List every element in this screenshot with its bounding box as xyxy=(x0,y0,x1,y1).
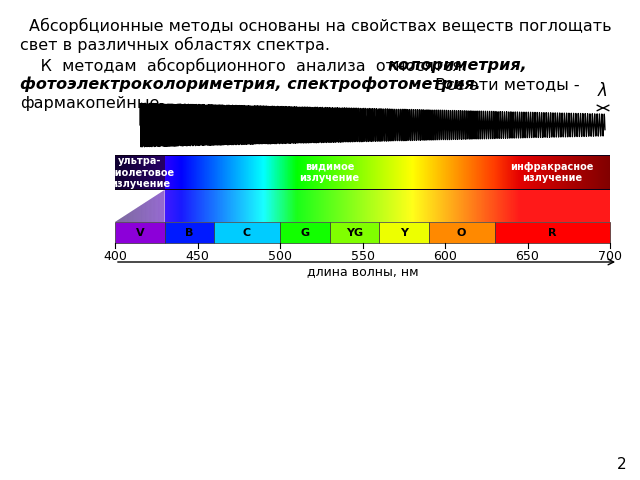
Text: Y: Y xyxy=(400,228,408,238)
Bar xyxy=(280,222,330,243)
Text: C: C xyxy=(243,228,251,238)
Text: свет в различных областях спектра.: свет в различных областях спектра. xyxy=(20,37,330,53)
Text: 400: 400 xyxy=(103,250,127,263)
Text: К  методам  абсорбционного  анализа  относятся:: К методам абсорбционного анализа относят… xyxy=(20,58,472,74)
Text: фармакопейные.: фармакопейные. xyxy=(20,96,164,111)
Text: V: V xyxy=(136,228,144,238)
Text: B: B xyxy=(185,228,193,238)
Text: 650: 650 xyxy=(516,250,540,263)
Text: O: O xyxy=(457,228,466,238)
Text: 550: 550 xyxy=(351,250,374,263)
Text: Абсорбционные методы основаны на свойствах веществ поглощать: Абсорбционные методы основаны на свойств… xyxy=(29,18,611,34)
Bar xyxy=(429,222,495,243)
Text: Все эти методы -: Все эти методы - xyxy=(430,77,580,92)
Text: колориметрия,: колориметрия, xyxy=(388,58,528,73)
Bar xyxy=(495,222,610,243)
Text: фотоэлектроколориметрия, спектрофотометрия.: фотоэлектроколориметрия, спектрофотометр… xyxy=(20,77,481,93)
Text: λ: λ xyxy=(598,82,608,100)
Bar xyxy=(330,222,379,243)
Text: длина волны, нм: длина волны, нм xyxy=(307,265,419,278)
Bar xyxy=(115,222,164,243)
Text: ультра-
фиолетовое
излучение: ультра- фиолетовое излучение xyxy=(105,156,174,189)
Text: 500: 500 xyxy=(268,250,292,263)
Text: 700: 700 xyxy=(598,250,622,263)
Text: 450: 450 xyxy=(186,250,209,263)
Text: видимое
излучение: видимое излучение xyxy=(300,162,360,183)
Bar xyxy=(115,155,610,190)
Text: 600: 600 xyxy=(433,250,457,263)
Bar xyxy=(214,222,280,243)
Text: YG: YG xyxy=(346,228,363,238)
Bar xyxy=(379,222,429,243)
Text: 2: 2 xyxy=(617,457,627,472)
Text: G: G xyxy=(300,228,309,238)
Text: инфракрасное
излучение: инфракрасное излучение xyxy=(511,162,594,183)
Text: R: R xyxy=(548,228,557,238)
Bar xyxy=(164,222,214,243)
